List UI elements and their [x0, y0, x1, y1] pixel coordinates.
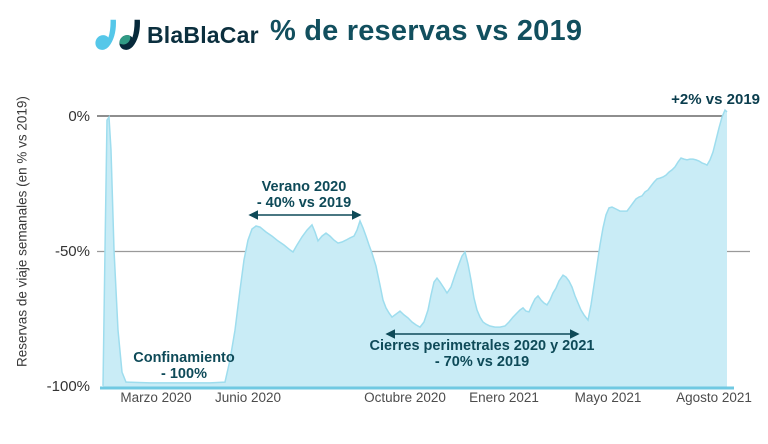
xtick-junio-2020: Junio 2020	[214, 390, 282, 405]
blablacar-logo-icon	[95, 19, 140, 50]
xtick-octubre-2020: Octubre 2020	[364, 390, 446, 405]
annotation-verano-line2: - 40% vs 2019	[256, 195, 352, 211]
ytick-0: 0%	[68, 108, 90, 125]
annotation-cierres-line1: Cierres perimetrales 2020 y 2021	[369, 338, 595, 354]
xtick-agosto-2021: Agosto 2021	[676, 390, 752, 405]
annotation-cierres-line2: - 70% vs 2019	[434, 354, 530, 370]
brand-wordmark: BlaBlaCar	[147, 22, 259, 48]
bookings-area-fill	[103, 110, 727, 388]
annotation-confinamiento-line2: - 100%	[161, 366, 207, 382]
annotation-confinamiento: Confinamiento - 100%	[104, 350, 264, 382]
logo-left-quote	[95, 19, 116, 50]
ytick-minus50: -50%	[54, 243, 90, 260]
bookings-area-outline	[102, 108, 728, 386]
annotation-confinamiento-line1: Confinamiento	[133, 350, 235, 366]
xtick-mayo-2021: Mayo 2021	[574, 390, 642, 405]
xtick-enero-2021: Enero 2021	[469, 390, 539, 405]
ytick-minus100: -100%	[46, 378, 90, 395]
annotation-cierres: Cierres perimetrales 2020 y 2021 - 70% v…	[362, 338, 602, 370]
xtick-marzo-2020: Marzo 2020	[120, 390, 192, 405]
annotation-verano-line1: Verano 2020	[261, 179, 347, 195]
annotation-verano: Verano 2020 - 40% vs 2019	[224, 179, 384, 211]
annotation-final-plus2: +2% vs 2019	[671, 91, 760, 108]
page-title: % de reservas vs 2019	[270, 15, 583, 47]
